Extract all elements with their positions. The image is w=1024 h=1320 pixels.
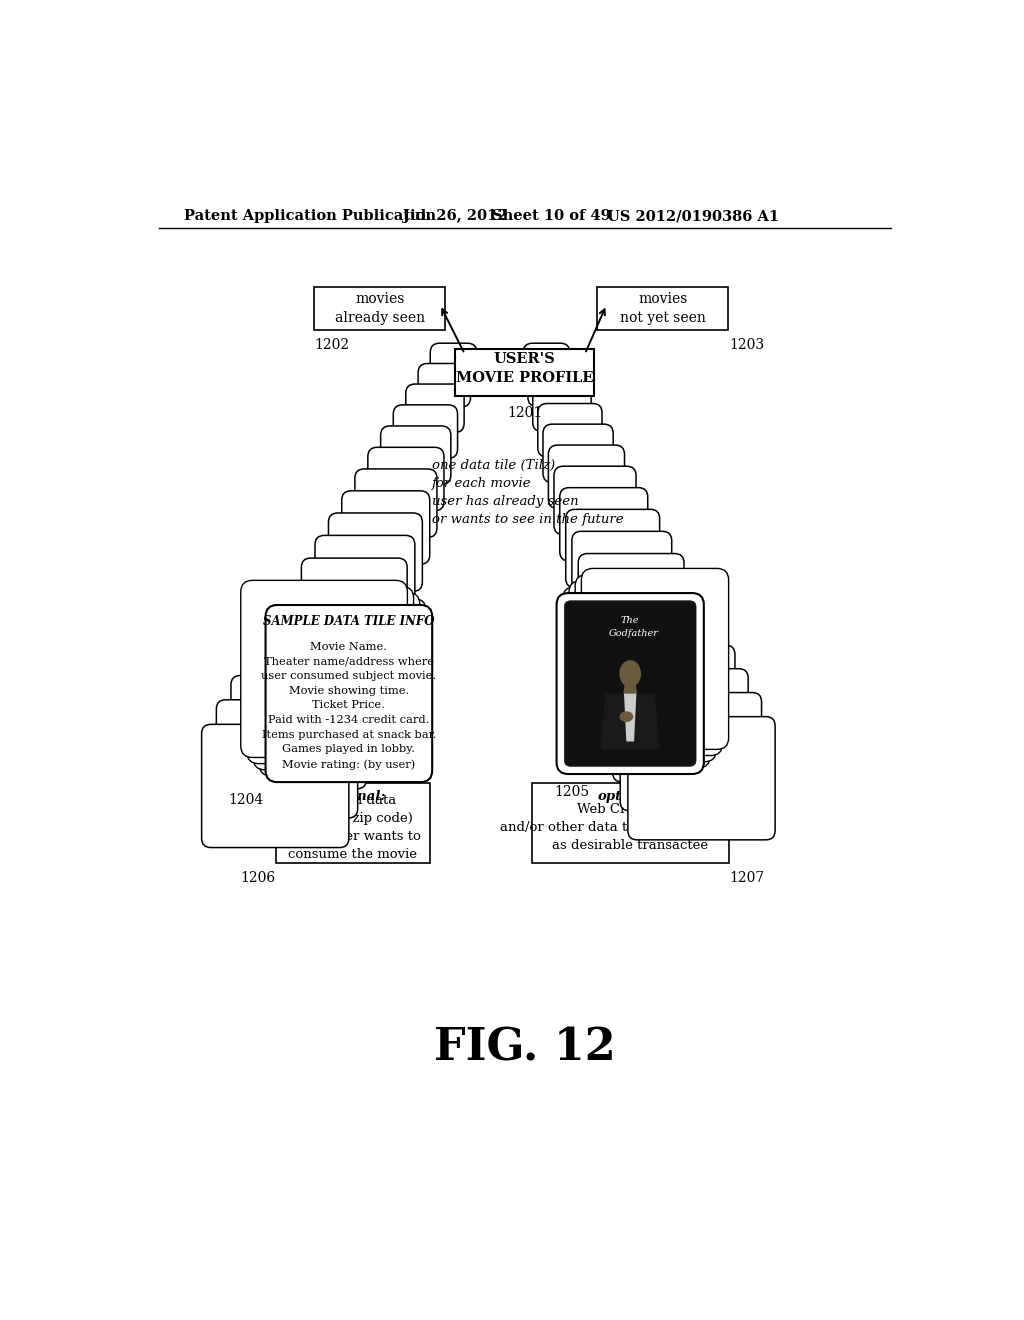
FancyBboxPatch shape [612,669,749,781]
Text: 1206: 1206 [241,871,275,884]
FancyBboxPatch shape [569,581,716,762]
FancyBboxPatch shape [260,628,383,731]
Text: movies
not yet seen: movies not yet seen [620,292,706,325]
Text: optional:: optional: [597,791,664,804]
FancyBboxPatch shape [259,599,426,776]
Text: 1207: 1207 [729,871,765,884]
FancyBboxPatch shape [288,581,399,675]
FancyBboxPatch shape [265,605,432,781]
Text: movies
already seen: movies already seen [335,292,425,325]
FancyBboxPatch shape [355,469,437,537]
Text: 1203: 1203 [729,338,764,352]
FancyBboxPatch shape [342,491,430,564]
FancyBboxPatch shape [557,593,703,774]
FancyBboxPatch shape [592,599,709,697]
Text: Ticket Price.: Ticket Price. [312,701,385,710]
Text: The: The [621,615,639,624]
FancyBboxPatch shape [621,693,762,810]
FancyBboxPatch shape [430,343,477,381]
FancyBboxPatch shape [381,426,451,484]
FancyBboxPatch shape [216,700,357,818]
Text: Godfather: Godfather [608,628,658,638]
FancyBboxPatch shape [628,717,775,840]
Text: Theater name/address where: Theater name/address where [264,656,434,667]
FancyBboxPatch shape [456,348,594,396]
FancyBboxPatch shape [532,383,591,432]
FancyBboxPatch shape [543,424,613,483]
Text: US 2012/0190386 A1: US 2012/0190386 A1 [607,209,779,223]
Text: 1204: 1204 [228,793,263,807]
Text: Items purchased at snack bar.: Items purchased at snack bar. [261,730,436,739]
FancyBboxPatch shape [393,405,458,458]
Text: Patent Application Publication: Patent Application Publication [183,209,436,223]
Polygon shape [624,684,637,693]
FancyBboxPatch shape [554,466,636,535]
FancyBboxPatch shape [314,286,445,330]
FancyBboxPatch shape [571,532,672,615]
FancyBboxPatch shape [273,605,391,702]
FancyBboxPatch shape [531,783,729,863]
FancyBboxPatch shape [538,404,602,457]
Ellipse shape [620,660,641,688]
FancyBboxPatch shape [315,536,415,619]
FancyBboxPatch shape [563,587,710,768]
FancyBboxPatch shape [301,558,408,647]
FancyBboxPatch shape [368,447,444,511]
FancyBboxPatch shape [549,445,625,508]
FancyBboxPatch shape [605,645,735,754]
Text: Movie rating: (by user): Movie rating: (by user) [283,759,416,770]
Text: Games played in lobby.: Games played in lobby. [283,744,416,754]
FancyBboxPatch shape [418,363,470,407]
FancyBboxPatch shape [231,676,367,789]
FancyBboxPatch shape [575,574,722,755]
Text: 1205: 1205 [554,785,590,799]
FancyBboxPatch shape [528,363,581,407]
FancyBboxPatch shape [582,569,729,750]
FancyBboxPatch shape [275,783,430,863]
FancyBboxPatch shape [329,513,422,591]
FancyBboxPatch shape [246,652,375,760]
Text: 1201: 1201 [507,405,543,420]
Text: SAMPLE DATA TILE INFO: SAMPLE DATA TILE INFO [263,615,434,628]
Text: FIG. 12: FIG. 12 [434,1026,615,1069]
Text: location data
(such as zip code)
where user wants to
consume the movie: location data (such as zip code) where u… [285,795,421,861]
FancyBboxPatch shape [241,581,408,758]
Text: Web Cred score
and/or other data that establishes user
as desirable transactee: Web Cred score and/or other data that es… [500,803,761,851]
Ellipse shape [620,711,633,722]
FancyBboxPatch shape [202,725,349,847]
Polygon shape [624,693,636,742]
Polygon shape [601,693,659,750]
Text: 1202: 1202 [314,338,349,352]
FancyBboxPatch shape [523,343,569,381]
FancyBboxPatch shape [247,586,414,763]
FancyBboxPatch shape [597,286,728,330]
FancyBboxPatch shape [598,622,722,725]
Text: USER'S
MOVIE PROFILE: USER'S MOVIE PROFILE [456,352,594,385]
Text: Jul. 26, 2012: Jul. 26, 2012 [403,209,508,223]
FancyBboxPatch shape [564,601,696,767]
Text: user consumed subject movie.: user consumed subject movie. [261,671,436,681]
FancyBboxPatch shape [579,553,684,642]
FancyBboxPatch shape [406,384,464,433]
Text: Movie showing time.: Movie showing time. [289,686,409,696]
Text: one data tile (Tilz)
for each movie
user has already seen
or wants to see in the: one data tile (Tilz) for each movie user… [432,459,624,525]
Text: Sheet 10 of 49: Sheet 10 of 49 [493,209,611,223]
Text: optional:: optional: [319,791,386,804]
FancyBboxPatch shape [560,487,648,561]
FancyBboxPatch shape [253,593,420,770]
Text: Movie Name.: Movie Name. [310,642,387,652]
FancyBboxPatch shape [585,576,696,669]
Text: Paid with -1234 credit card.: Paid with -1234 credit card. [268,715,429,725]
FancyBboxPatch shape [565,510,659,587]
